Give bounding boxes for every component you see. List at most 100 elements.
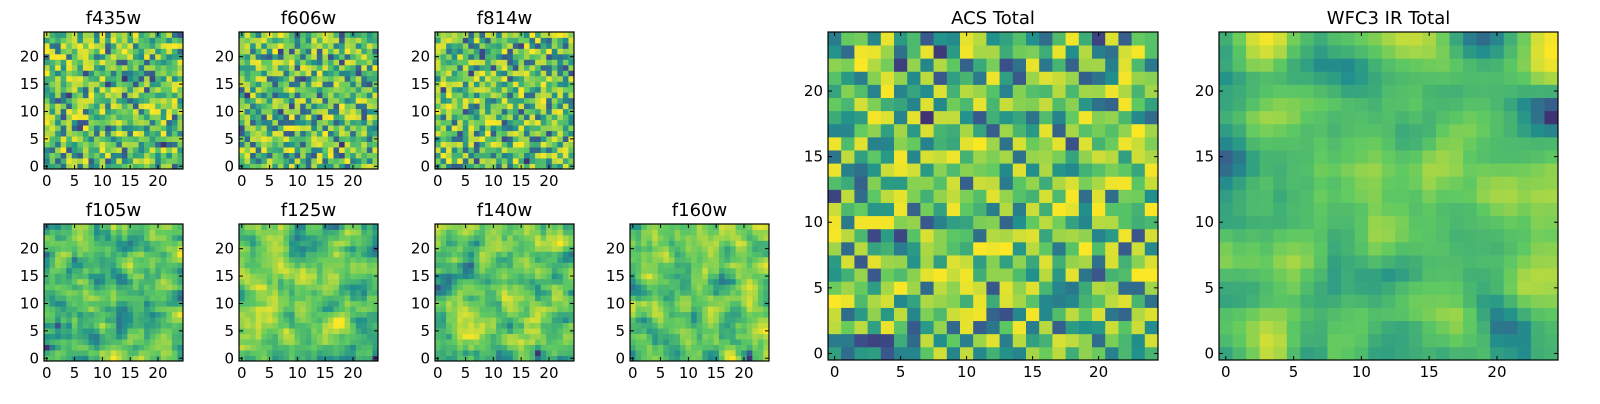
heatmap-cell xyxy=(441,32,447,38)
heatmap-cell xyxy=(697,246,703,252)
heatmap-cell xyxy=(256,301,262,307)
heatmap-cell xyxy=(474,65,480,71)
heatmap-cell xyxy=(491,334,497,340)
heatmap-cell xyxy=(245,131,251,137)
heatmap-cell xyxy=(334,246,340,252)
heatmap-cell xyxy=(1066,255,1080,269)
heatmap-cell xyxy=(541,273,547,279)
heatmap-cell xyxy=(278,65,284,71)
heatmap-cell xyxy=(507,125,513,131)
heatmap-cell xyxy=(435,92,441,98)
heatmap-cell xyxy=(541,323,547,329)
heatmap-cell xyxy=(50,103,56,109)
heatmap-cell xyxy=(947,294,961,308)
heatmap-cell xyxy=(485,328,491,334)
heatmap-cell xyxy=(306,317,312,323)
heatmap-cell xyxy=(66,125,72,131)
heatmap-cell xyxy=(361,262,367,268)
heatmap-cell xyxy=(155,290,161,296)
heatmap-cell xyxy=(150,350,156,356)
heatmap-cell xyxy=(496,317,502,323)
heatmap-cell xyxy=(356,279,362,285)
x-tick-label: 10 xyxy=(484,172,503,190)
heatmap-cell xyxy=(452,279,458,285)
heatmap-cell xyxy=(111,59,117,65)
heatmap-cell xyxy=(485,59,491,65)
heatmap-cell xyxy=(83,284,89,290)
heatmap-cell xyxy=(541,246,547,252)
heatmap-cell xyxy=(463,246,469,252)
heatmap-cell xyxy=(686,334,692,340)
heatmap-cell xyxy=(691,334,697,340)
heatmap-cell xyxy=(306,120,312,126)
heatmap-cell xyxy=(139,158,145,164)
x-tick-label: 10 xyxy=(93,364,112,382)
heatmap-cell xyxy=(150,98,156,104)
heatmap-cell xyxy=(289,87,295,93)
heatmap-cell xyxy=(741,284,747,290)
heatmap-cell xyxy=(88,54,94,60)
heatmap-cell xyxy=(485,70,491,76)
heatmap-cell xyxy=(1118,281,1132,295)
heatmap-cell xyxy=(345,229,351,235)
heatmap-cell xyxy=(283,229,289,235)
heatmap-cell xyxy=(172,32,178,38)
heatmap-cell xyxy=(535,235,541,241)
heatmap-cell xyxy=(61,32,67,38)
heatmap-cell xyxy=(77,48,83,54)
heatmap-cell xyxy=(463,43,469,49)
heatmap-cell xyxy=(267,240,273,246)
heatmap-cell xyxy=(960,229,974,243)
heatmap-cell xyxy=(524,301,530,307)
heatmap-cell xyxy=(100,43,106,49)
heatmap-cell xyxy=(647,317,653,323)
heatmap-cell xyxy=(747,235,753,241)
heatmap-cell xyxy=(1013,347,1027,361)
heatmap-cell xyxy=(513,273,519,279)
heatmap-cell xyxy=(367,153,373,159)
heatmap-cell xyxy=(150,339,156,345)
heatmap-cell xyxy=(474,268,480,274)
heatmap-cell xyxy=(50,136,56,142)
heatmap-cell xyxy=(311,345,317,351)
heatmap-cell xyxy=(311,54,317,60)
heatmap-cell xyxy=(306,87,312,93)
heatmap-cell xyxy=(127,334,133,340)
heatmap-cell xyxy=(663,224,669,230)
heatmap-cell xyxy=(155,262,161,268)
heatmap-cell xyxy=(283,48,289,54)
heatmap-cell xyxy=(452,131,458,137)
heatmap-cell xyxy=(127,339,133,345)
heatmap-cell xyxy=(947,281,961,295)
heatmap-cell xyxy=(77,92,83,98)
heatmap-cell xyxy=(658,279,664,285)
heatmap-cell xyxy=(630,257,636,263)
heatmap-cell xyxy=(139,240,145,246)
heatmap-cell xyxy=(513,306,519,312)
heatmap-cell xyxy=(139,295,145,301)
heatmap-cell xyxy=(518,54,524,60)
heatmap-cell xyxy=(496,235,502,241)
heatmap-cell xyxy=(518,257,524,263)
heatmap-cell xyxy=(457,32,463,38)
heatmap-cell xyxy=(144,306,150,312)
heatmap-cell xyxy=(55,43,61,49)
heatmap-cell xyxy=(295,142,301,148)
heatmap-cell xyxy=(881,150,895,164)
heatmap-cell xyxy=(1039,308,1053,322)
heatmap-cell xyxy=(133,323,139,329)
heatmap-cell xyxy=(44,65,50,71)
heatmap-cell xyxy=(300,284,306,290)
heatmap-cell xyxy=(702,240,708,246)
heatmap-cell xyxy=(485,235,491,241)
heatmap-cell xyxy=(283,70,289,76)
heatmap-cell xyxy=(350,240,356,246)
heatmap-cell xyxy=(155,147,161,153)
heatmap-cell xyxy=(311,257,317,263)
heatmap-cell xyxy=(300,76,306,82)
heatmap-cell xyxy=(88,59,94,65)
heatmap-cell xyxy=(356,246,362,252)
heatmap-cell xyxy=(518,87,524,93)
heatmap-cell xyxy=(535,120,541,126)
heatmap-cell xyxy=(535,103,541,109)
